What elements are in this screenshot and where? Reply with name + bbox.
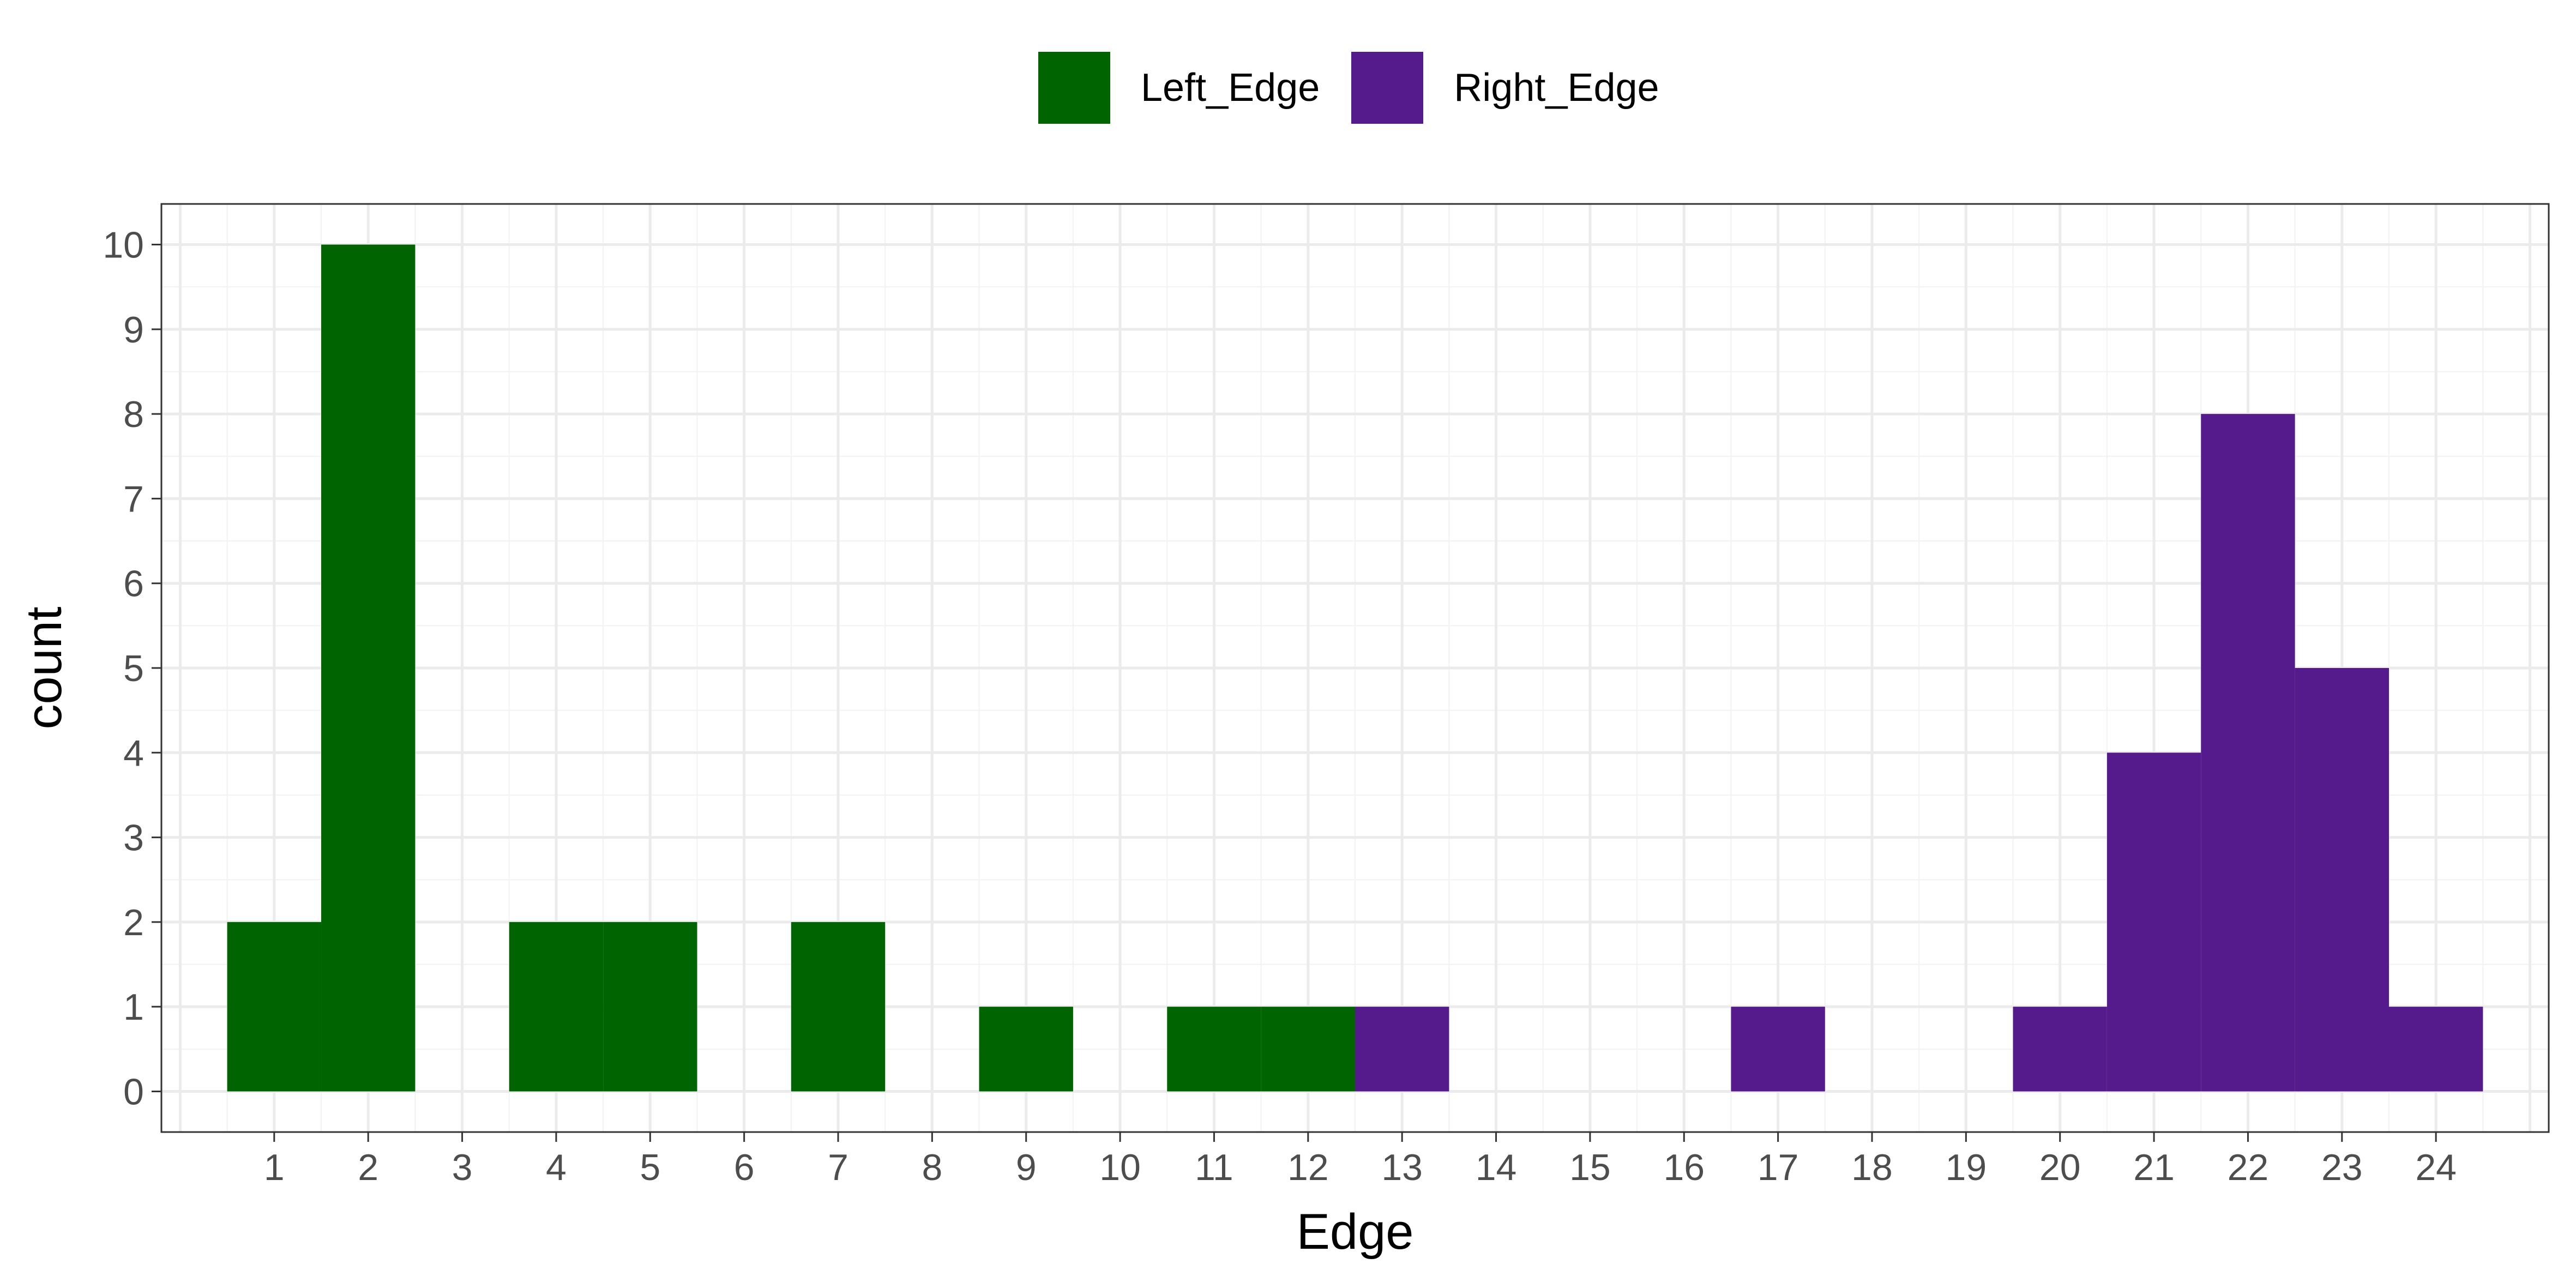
x-tick-label: 18: [1851, 1147, 1893, 1188]
bars: [227, 244, 2483, 1092]
x-tick-label: 8: [922, 1147, 942, 1188]
bar-left-edge-9: [979, 1007, 1073, 1092]
y-tick-label: 10: [103, 225, 144, 266]
x-tick-label: 7: [828, 1147, 848, 1188]
bar-right-edge-23: [2295, 668, 2389, 1092]
bar-right-edge-24: [2388, 1007, 2483, 1092]
y-tick-label: 9: [123, 309, 144, 351]
legend: Left_Edge Right_Edge: [1038, 51, 1691, 124]
x-axis-title: Edge: [1297, 1204, 1414, 1260]
bar-left-edge-4: [509, 922, 604, 1092]
y-tick-label: 7: [123, 478, 144, 520]
legend-key-left-edge: [1038, 51, 1110, 124]
x-tick-label: 19: [1946, 1147, 1987, 1188]
bar-left-edge-2: [321, 244, 416, 1092]
y-tick-label: 1: [123, 986, 144, 1028]
x-tick-label: 12: [1287, 1147, 1329, 1188]
x-tick-label: 20: [2039, 1147, 2081, 1188]
y-tick-label: 3: [123, 817, 144, 859]
bar-left-edge-11: [1167, 1007, 1261, 1092]
legend-label-left-edge: Left_Edge: [1141, 65, 1320, 110]
x-tick-label: 15: [1569, 1147, 1611, 1188]
y-tick-label: 6: [123, 563, 144, 605]
y-tick-label: 0: [123, 1071, 144, 1112]
legend-label-right-edge: Right_Edge: [1454, 65, 1659, 110]
x-tick-label: 14: [1476, 1147, 1517, 1188]
x-tick-label: 9: [1016, 1147, 1037, 1188]
x-tick-label: 17: [1758, 1147, 1799, 1188]
x-tick-label: 22: [2228, 1147, 2269, 1188]
bar-right-edge-21: [2106, 753, 2201, 1092]
bar-right-edge-17: [1731, 1007, 1825, 1092]
bar-left-edge-12: [1261, 1007, 1355, 1092]
legend-item-left-edge: Left_Edge: [1038, 51, 1320, 124]
x-tick-label: 6: [734, 1147, 755, 1188]
bar-right-edge-20: [2013, 1007, 2107, 1092]
y-tick-label: 2: [123, 902, 144, 943]
y-tick-label: 5: [123, 648, 144, 689]
x-tick-label: 24: [2415, 1147, 2457, 1188]
legend-item-right-edge: Right_Edge: [1351, 51, 1659, 124]
x-tick-label: 16: [1663, 1147, 1705, 1188]
x-tick-label: 3: [452, 1147, 473, 1188]
bar-left-edge-1: [227, 922, 322, 1092]
y-axis-title: count: [16, 606, 72, 729]
x-tick-label: 23: [2321, 1147, 2363, 1188]
x-tick-label: 21: [2133, 1147, 2175, 1188]
axis-ticks: 1 2 3 4 5 6 7 8 9 10 11 12 13 14 15 16 17 18 19 20 21 22 23 240…: [103, 225, 2457, 1188]
x-tick-label: 1: [264, 1147, 285, 1188]
bar-right-edge-22: [2201, 414, 2295, 1092]
bar-left-edge-7: [791, 922, 886, 1092]
x-tick-label: 5: [640, 1147, 660, 1188]
x-tick-label: 11: [1195, 1147, 1233, 1188]
x-tick-label: 13: [1381, 1147, 1423, 1188]
x-tick-label: 4: [546, 1147, 567, 1188]
x-tick-label: 10: [1099, 1147, 1141, 1188]
y-tick-label: 8: [123, 394, 144, 435]
bar-left-edge-5: [603, 922, 697, 1092]
legend-key-right-edge: [1351, 51, 1424, 124]
y-tick-label: 4: [123, 732, 144, 774]
x-tick-label: 2: [358, 1147, 378, 1188]
bar-right-edge-13: [1355, 1007, 1449, 1092]
